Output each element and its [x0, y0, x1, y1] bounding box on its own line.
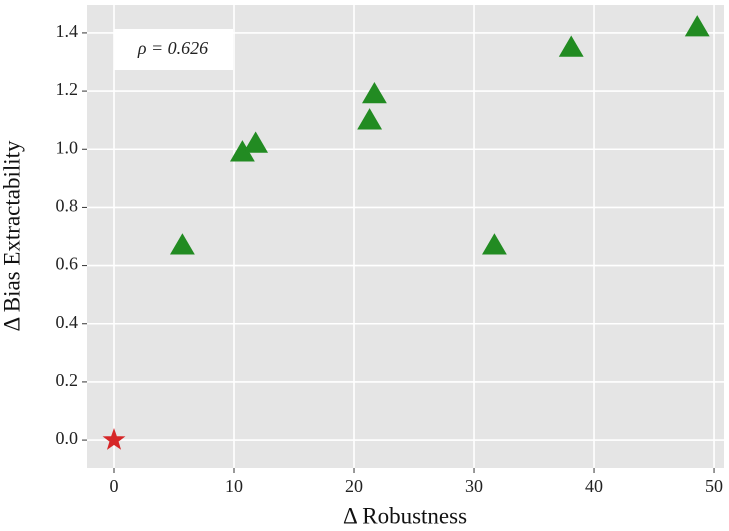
- y-tick-label: 0.0: [56, 428, 79, 448]
- y-tick-label: 1.0: [56, 137, 79, 157]
- data-point: [243, 131, 269, 153]
- data-point: [361, 82, 387, 104]
- plot-panel: [87, 5, 724, 468]
- y-tick-label: 0.4: [56, 312, 79, 332]
- x-axis-title: Δ Robustness: [343, 503, 467, 528]
- y-tick-label: 0.8: [56, 196, 79, 216]
- y-tick-label: 0.6: [56, 254, 79, 274]
- y-tick-label: 1.2: [56, 79, 79, 99]
- x-tick-label: 30: [465, 476, 483, 496]
- x-tick-label: 0: [110, 476, 119, 496]
- data-point: [357, 108, 383, 130]
- annotation-box: [114, 29, 233, 70]
- data-point: [684, 15, 710, 37]
- data-point: [482, 233, 507, 255]
- x-tick-label: 40: [585, 476, 603, 496]
- y-tick-label: 1.4: [56, 21, 79, 41]
- annotation: ρ = 0.626: [137, 38, 208, 58]
- y-axis-title: Δ Bias Extractability: [0, 140, 24, 332]
- x-tick-label: 20: [345, 476, 363, 496]
- x-tick-label: 50: [705, 476, 723, 496]
- data-point: [102, 428, 126, 450]
- y-tick-label: 0.2: [56, 370, 79, 390]
- x-tick-label: 10: [225, 476, 243, 496]
- data-point: [169, 233, 195, 255]
- data-point: [558, 35, 584, 57]
